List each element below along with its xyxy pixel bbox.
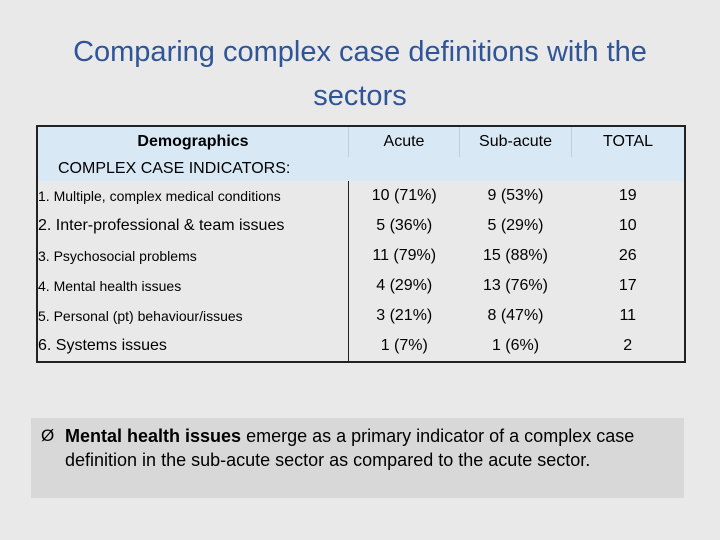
- row-subacute: 1 (6%): [491, 337, 540, 354]
- row-label: 2. Inter-professional & team issues: [38, 217, 285, 234]
- row-acute: 5 (36%): [348, 211, 460, 241]
- row-acute: 4 (29%): [348, 271, 460, 301]
- summary-rest: emerge as a primary indicator of a compl…: [65, 426, 635, 470]
- row-total: 11: [619, 307, 637, 324]
- row-total: 10: [618, 217, 637, 234]
- table-row: 5. Personal (pt) behaviour/issues 3 (21%…: [37, 301, 685, 331]
- row-label: 1. Multiple, complex medical conditions: [38, 188, 281, 204]
- row-total: 17: [618, 277, 637, 294]
- summary-bold: Mental health issues: [65, 426, 242, 446]
- header-demographics: Demographics: [37, 126, 349, 157]
- table-row: 2. Inter-professional & team issues 5 (3…: [37, 211, 685, 241]
- row-subacute: 9 (53%): [487, 187, 544, 204]
- row-label: 6. Systems issues: [38, 337, 167, 354]
- row-subacute: 5 (29%): [487, 217, 544, 234]
- table-subheader-row: COMPLEX CASE INDICATORS:: [37, 157, 685, 181]
- comparison-table: Demographics Acute Sub-acute TOTAL COMPL…: [36, 125, 686, 363]
- table-header-row: Demographics Acute Sub-acute TOTAL: [37, 126, 685, 157]
- table-row: 6. Systems issues 1 (7%) 1 (6%) 2: [37, 331, 685, 362]
- row-subacute: 8 (47%): [487, 307, 544, 324]
- header-total: TOTAL: [571, 126, 685, 157]
- row-total: 19: [618, 187, 637, 204]
- row-total: 2: [623, 337, 633, 354]
- arrow-bullet-icon: Ø: [41, 426, 55, 445]
- complex-case-indicators-label: COMPLEX CASE INDICATORS:: [37, 157, 685, 181]
- row-label: 3. Psychosocial problems: [38, 248, 197, 264]
- header-subacute: Sub-acute: [459, 126, 572, 157]
- row-subacute: 13 (76%): [483, 277, 548, 294]
- header-acute: Acute: [348, 126, 460, 157]
- row-total: 26: [618, 247, 637, 264]
- row-label: 5. Personal (pt) behaviour/issues: [38, 308, 243, 324]
- table-row: 3. Psychosocial problems 11 (79%) 15 (88…: [37, 241, 685, 271]
- row-acute: 1 (7%): [348, 331, 460, 362]
- table-row: 1. Multiple, complex medical conditions …: [37, 181, 685, 211]
- row-acute: 3 (21%): [348, 301, 460, 331]
- row-acute: 10 (71%): [348, 181, 460, 211]
- summary-note: Ø Mental health issues emerge as a prima…: [31, 418, 684, 498]
- row-subacute: 15 (88%): [483, 247, 548, 264]
- summary-text: Mental health issues emerge as a primary…: [65, 424, 675, 472]
- row-acute: 11 (79%): [348, 241, 460, 271]
- table-row: 4. Mental health issues 4 (29%) 13 (76%)…: [37, 271, 685, 301]
- row-label: 4. Mental health issues: [38, 278, 182, 294]
- page-title: Comparing complex case definitions with …: [73, 36, 647, 112]
